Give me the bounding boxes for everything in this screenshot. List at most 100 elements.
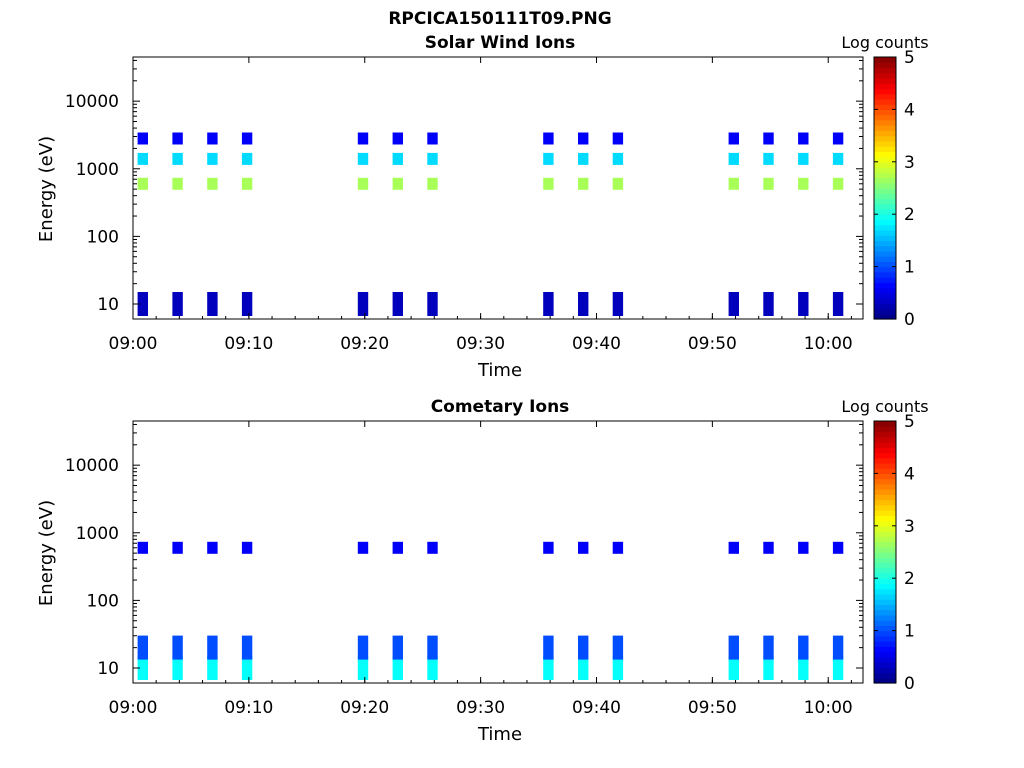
plot-frame — [132, 56, 864, 320]
heat-cell — [172, 635, 183, 660]
colorbar-step — [874, 298, 896, 304]
heat-cell — [427, 635, 438, 660]
heat-cell — [207, 152, 218, 165]
heat-cell — [241, 292, 253, 316]
x-tick-label: 09:50 — [688, 698, 737, 718]
colorbar-step — [874, 72, 896, 79]
heat-cell — [357, 292, 369, 316]
y-tick-label: 10000 — [65, 92, 119, 112]
solar-wind-title: Solar Wind Ions — [425, 33, 576, 53]
heat-cell — [172, 152, 183, 165]
colorbar-tick-label: 5 — [904, 48, 915, 68]
heat-cell — [798, 656, 809, 680]
colorbar-step — [874, 125, 896, 131]
y-tick-label: 10000 — [65, 456, 119, 476]
heat-cell — [798, 152, 809, 165]
heat-cell — [427, 132, 438, 145]
x-tick-label: 10:00 — [804, 334, 853, 354]
heat-cell — [832, 635, 844, 660]
heat-cell — [763, 152, 774, 165]
x-tick-label: 09:00 — [109, 334, 158, 354]
colorbar-tick-label: 0 — [904, 310, 915, 330]
colorbar-step — [874, 240, 896, 247]
colorbar-step — [874, 67, 896, 74]
heat-cell — [612, 177, 624, 190]
colorbar-step — [874, 473, 896, 480]
heat-cell — [578, 541, 589, 554]
colorbar-step — [874, 182, 896, 189]
x-tick-label: 09:30 — [456, 334, 505, 354]
y-tick-label: 10 — [97, 659, 119, 679]
heat-cell — [172, 292, 183, 316]
colorbar-tick-label: 3 — [904, 517, 915, 537]
colorbar-step — [874, 229, 896, 236]
x-tick-label: 09:00 — [109, 698, 158, 718]
colorbar-step — [874, 282, 896, 289]
heat-cell — [207, 132, 218, 145]
colorbar-step — [874, 88, 896, 95]
heat-cell — [207, 656, 218, 680]
cometary-y-label: Energy (eV) — [36, 500, 57, 606]
cometary-heatmap — [137, 541, 844, 680]
colorbar-step — [874, 214, 896, 221]
solar-wind-colorbar-label: Log counts — [841, 33, 928, 52]
colorbar-step — [874, 604, 896, 611]
heat-cell — [728, 635, 739, 660]
heat-cell — [357, 177, 369, 190]
colorbar-step — [874, 489, 896, 495]
solar-wind-x-label: Time — [477, 360, 522, 381]
colorbar-step — [874, 525, 896, 532]
heat-cell — [427, 541, 438, 554]
heat-cell — [137, 292, 148, 316]
colorbar-step — [874, 146, 896, 152]
heat-cell — [241, 656, 253, 680]
colorbar-step — [874, 562, 896, 569]
y-tick-label: 1000 — [76, 524, 119, 544]
y-tick-label: 10 — [97, 295, 119, 315]
colorbar-step — [874, 77, 896, 84]
heat-cell — [392, 656, 403, 680]
x-tick-label: 09:50 — [688, 334, 737, 354]
x-tick-label: 10:00 — [804, 698, 853, 718]
heat-cell — [798, 635, 809, 660]
heat-cell — [172, 541, 183, 554]
heat-cell — [798, 292, 809, 316]
cometary-axes: 09:00 09:10 09:20 09:30 09:40 09:50 10:00 10 100… — [65, 420, 864, 718]
colorbar-step — [874, 662, 896, 668]
colorbar-step — [874, 250, 896, 257]
heat-cell — [137, 152, 148, 165]
heat-cell — [427, 152, 438, 165]
heat-cell — [392, 292, 403, 316]
heat-cell — [728, 541, 739, 554]
colorbar-step — [874, 140, 896, 147]
colorbar-step — [874, 510, 896, 516]
colorbar-step — [874, 421, 896, 427]
cometary-colorbar: 0 1 2 3 4 5 — [873, 412, 915, 694]
colorbar-step — [874, 635, 896, 642]
colorbar-step — [874, 572, 896, 579]
heat-cell — [241, 177, 253, 190]
colorbar-step — [874, 630, 896, 637]
heat-cell — [392, 177, 403, 190]
heat-cell — [728, 292, 739, 316]
heat-cell — [241, 132, 253, 145]
colorbar-step — [874, 677, 896, 684]
colorbar-step — [874, 83, 896, 90]
cometary-colorbar-label: Log counts — [841, 397, 928, 416]
colorbar-step — [874, 98, 896, 105]
colorbar-step — [874, 287, 896, 294]
heat-cell — [543, 132, 554, 145]
colorbar-step — [874, 599, 896, 605]
solar-wind-y-label: Energy (eV) — [36, 136, 57, 242]
cometary-panel: Cometary Ions Energy (eV) Time Log count… — [36, 397, 929, 745]
colorbar-step — [874, 431, 896, 438]
colorbar-step — [874, 219, 896, 226]
heat-cell — [427, 177, 438, 190]
colorbar-step — [874, 536, 896, 543]
x-tick-label: 09:30 — [456, 698, 505, 718]
colorbar-step — [874, 119, 896, 126]
heat-cell — [172, 132, 183, 145]
colorbar-step — [874, 208, 896, 215]
heat-cell — [207, 292, 218, 316]
colorbar-tick-label: 3 — [904, 153, 915, 173]
